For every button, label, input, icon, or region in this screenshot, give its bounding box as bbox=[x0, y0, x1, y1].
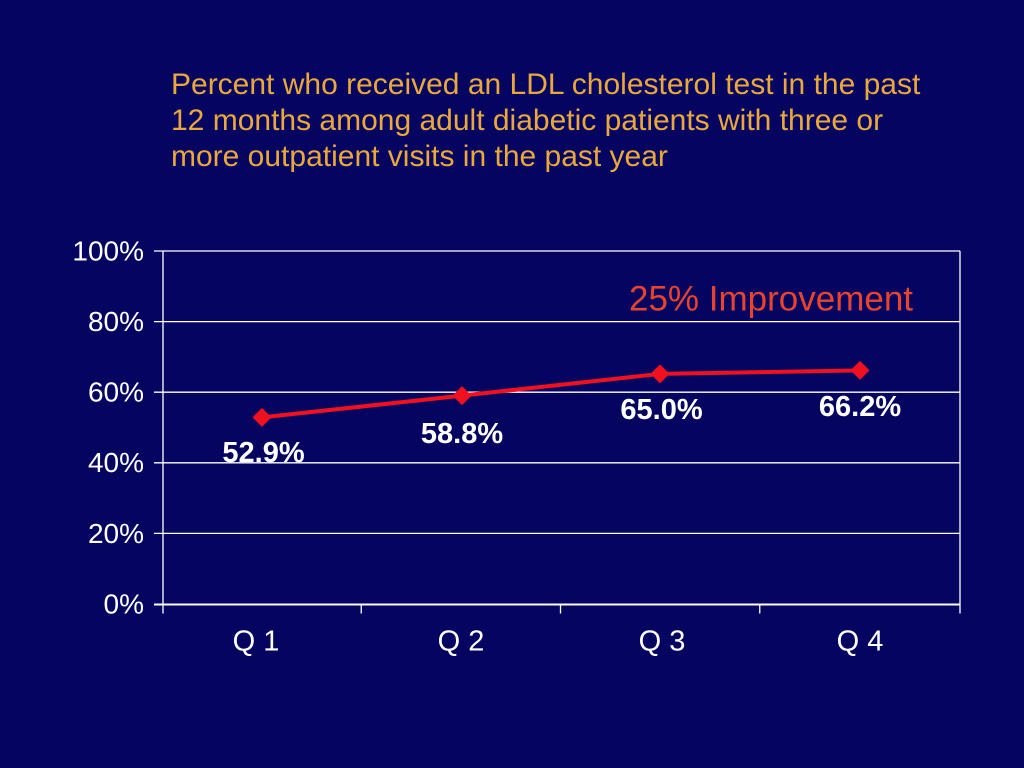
svg-text:Q 1: Q 1 bbox=[233, 626, 280, 658]
svg-text:58.8%: 58.8% bbox=[421, 418, 503, 450]
svg-text:80%: 80% bbox=[88, 306, 144, 337]
svg-text:52.9%: 52.9% bbox=[222, 437, 304, 469]
svg-text:60%: 60% bbox=[88, 377, 144, 408]
svg-text:Q 4: Q 4 bbox=[837, 626, 884, 658]
svg-text:66.2%: 66.2% bbox=[819, 391, 901, 423]
svg-text:100%: 100% bbox=[72, 235, 144, 266]
svg-text:Q 3: Q 3 bbox=[639, 626, 686, 658]
svg-text:25% Improvement: 25% Improvement bbox=[629, 280, 913, 319]
svg-text:20%: 20% bbox=[88, 518, 144, 549]
svg-text:40%: 40% bbox=[88, 447, 144, 478]
svg-text:0%: 0% bbox=[104, 588, 144, 619]
svg-text:65.0%: 65.0% bbox=[620, 394, 702, 426]
svg-text:Q 2: Q 2 bbox=[438, 626, 485, 658]
